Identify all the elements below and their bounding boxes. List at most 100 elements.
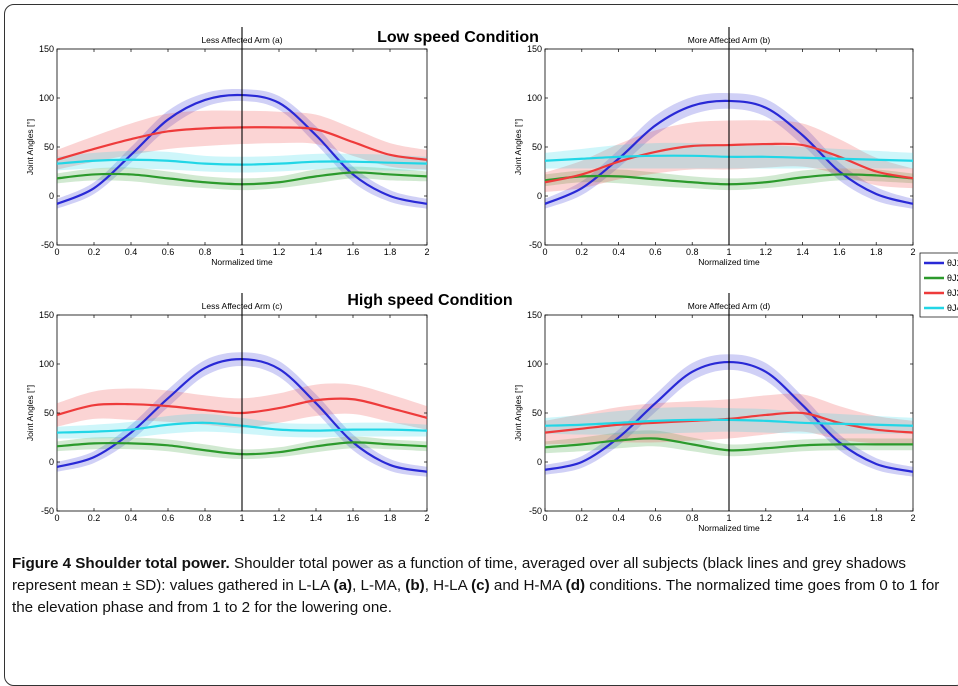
figure-caption: Figure 4 Shoulder total power. Shoulder … xyxy=(12,553,947,619)
y-axis-label: Joint Angles [°] xyxy=(25,385,35,441)
x-tick-label: 1.2 xyxy=(760,247,773,257)
x-tick-label: 2 xyxy=(910,513,915,523)
x-tick-label: 0.8 xyxy=(199,247,212,257)
caption-text-2: , L-MA, xyxy=(352,577,406,594)
y-tick-label: -50 xyxy=(41,506,54,516)
x-tick-label: 1.2 xyxy=(273,247,286,257)
x-tick-label: 1 xyxy=(239,247,244,257)
x-tick-label: 0.8 xyxy=(686,247,699,257)
x-tick-label: 1.4 xyxy=(310,513,323,523)
x-tick-label: 1.6 xyxy=(347,247,360,257)
y-tick-label: 100 xyxy=(527,93,542,103)
x-tick-label: 1.8 xyxy=(870,247,883,257)
caption-label: Figure 4 Shoulder total power. xyxy=(12,555,230,572)
x-tick-label: 1.6 xyxy=(833,247,846,257)
x-tick-label: 0.6 xyxy=(649,513,662,523)
sd-band-2 xyxy=(57,166,427,191)
sd-band-2 xyxy=(57,436,427,460)
x-tick-label: 2 xyxy=(910,247,915,257)
sd-band-2 xyxy=(545,430,913,457)
x-tick-label: 0.4 xyxy=(612,513,625,523)
x-tick-label: 2 xyxy=(424,247,429,257)
caption-ref-b: (b) xyxy=(405,577,425,594)
y-tick-label: 100 xyxy=(527,359,542,369)
y-tick-label: 0 xyxy=(49,457,54,467)
x-tick-label: 0 xyxy=(54,513,59,523)
panel-title: More Affected Arm (b) xyxy=(688,35,771,45)
x-tick-label: 0.8 xyxy=(686,513,699,523)
figure-canvas: Low speed Condition High speed Condition… xyxy=(25,27,958,533)
y-tick-label: 0 xyxy=(537,191,542,201)
x-tick-label: 0 xyxy=(54,247,59,257)
x-tick-label: 1.4 xyxy=(796,247,809,257)
x-tick-label: 1.6 xyxy=(833,513,846,523)
x-tick-label: 0.6 xyxy=(649,247,662,257)
low-speed-title: Low speed Condition xyxy=(377,29,539,46)
caption-text-3: , H-LA xyxy=(424,577,472,594)
x-tick-label: 1.8 xyxy=(870,513,883,523)
x-tick-label: 2 xyxy=(424,513,429,523)
high-speed-title: High speed Condition xyxy=(347,292,512,309)
x-tick-label: 0.2 xyxy=(88,513,101,523)
x-axis-label: Normalized time xyxy=(698,523,760,533)
x-axis-label: Normalized time xyxy=(211,257,273,267)
x-tick-label: 1.2 xyxy=(760,513,773,523)
y-axis-label: Joint Angles [°] xyxy=(513,119,523,175)
y-axis-label: Joint Angles [°] xyxy=(513,385,523,441)
x-tick-label: 0.4 xyxy=(612,247,625,257)
x-tick-label: 0 xyxy=(542,247,547,257)
y-tick-label: 0 xyxy=(537,457,542,467)
caption-text-1: Shoulder total power as a function of ti… xyxy=(12,555,906,594)
panel-title: Less Affected Arm (a) xyxy=(201,35,282,45)
x-tick-label: 0.4 xyxy=(125,247,138,257)
x-tick-label: 0.2 xyxy=(576,513,589,523)
y-tick-label: 50 xyxy=(44,408,54,418)
y-tick-label: 150 xyxy=(39,44,54,54)
y-tick-label: -50 xyxy=(41,240,54,250)
y-tick-label: -50 xyxy=(529,506,542,516)
x-tick-label: 1.8 xyxy=(384,513,397,523)
x-tick-label: 0.2 xyxy=(576,247,589,257)
y-tick-label: 50 xyxy=(44,142,54,152)
caption-ref-d: (d) xyxy=(565,577,586,594)
legend-label: θJ4 xyxy=(947,303,958,313)
x-tick-label: 0 xyxy=(542,513,547,523)
panel-2: 0 0.2 0.4 0.6 0.8 1 1.2 1.4 1.6 1.8 2-50050100150M… xyxy=(513,27,916,267)
y-tick-label: 50 xyxy=(532,408,542,418)
y-tick-label: -50 xyxy=(529,240,542,250)
x-tick-label: 0.6 xyxy=(162,513,175,523)
x-tick-label: 1.4 xyxy=(310,247,323,257)
x-tick-label: 1.4 xyxy=(796,513,809,523)
x-tick-label: 0.6 xyxy=(162,247,175,257)
x-tick-label: 1 xyxy=(239,513,244,523)
x-tick-label: 1.8 xyxy=(384,247,397,257)
y-tick-label: 50 xyxy=(532,142,542,152)
x-tick-label: 1 xyxy=(726,247,731,257)
legend-label: θJ3 xyxy=(947,288,958,298)
y-axis-label: Joint Angles [°] xyxy=(25,119,35,175)
y-tick-label: 100 xyxy=(39,359,54,369)
y-tick-label: 0 xyxy=(49,191,54,201)
legend-label: θJ1 xyxy=(947,258,958,268)
y-tick-label: 100 xyxy=(39,93,54,103)
legend-label: θJ2 xyxy=(947,273,958,283)
caption-text-5: conditions. The normalized time goes fro… xyxy=(12,577,940,616)
x-tick-label: 1.2 xyxy=(273,513,286,523)
x-tick-label: 0.2 xyxy=(88,247,101,257)
sd-band-1 xyxy=(545,93,913,209)
legend: θJ1 θJ2 θJ3 θJ4 xyxy=(919,252,958,318)
y-tick-label: 150 xyxy=(527,310,542,320)
panel-4: 0 0.2 0.4 0.6 0.8 1 1.2 1.4 1.6 1.8 2-50050100150M… xyxy=(513,293,916,533)
x-tick-label: 0.4 xyxy=(125,513,138,523)
x-axis-label: Normalized time xyxy=(698,257,760,267)
caption-text-4: and H-MA xyxy=(489,577,566,594)
y-tick-label: 150 xyxy=(39,310,54,320)
caption-ref-a: (a) xyxy=(333,577,353,594)
caption-ref-c: (c) xyxy=(471,577,490,594)
x-tick-label: 1 xyxy=(726,513,731,523)
panel-title: Less Affected Arm (c) xyxy=(202,301,283,311)
x-tick-label: 1.6 xyxy=(347,513,360,523)
panel-3: 0 0.2 0.4 0.6 0.8 1 1.2 1.4 1.6 1.8 2-50050100150L… xyxy=(25,293,430,523)
panel-title: More Affected Arm (d) xyxy=(688,301,771,311)
y-tick-label: 150 xyxy=(527,44,542,54)
